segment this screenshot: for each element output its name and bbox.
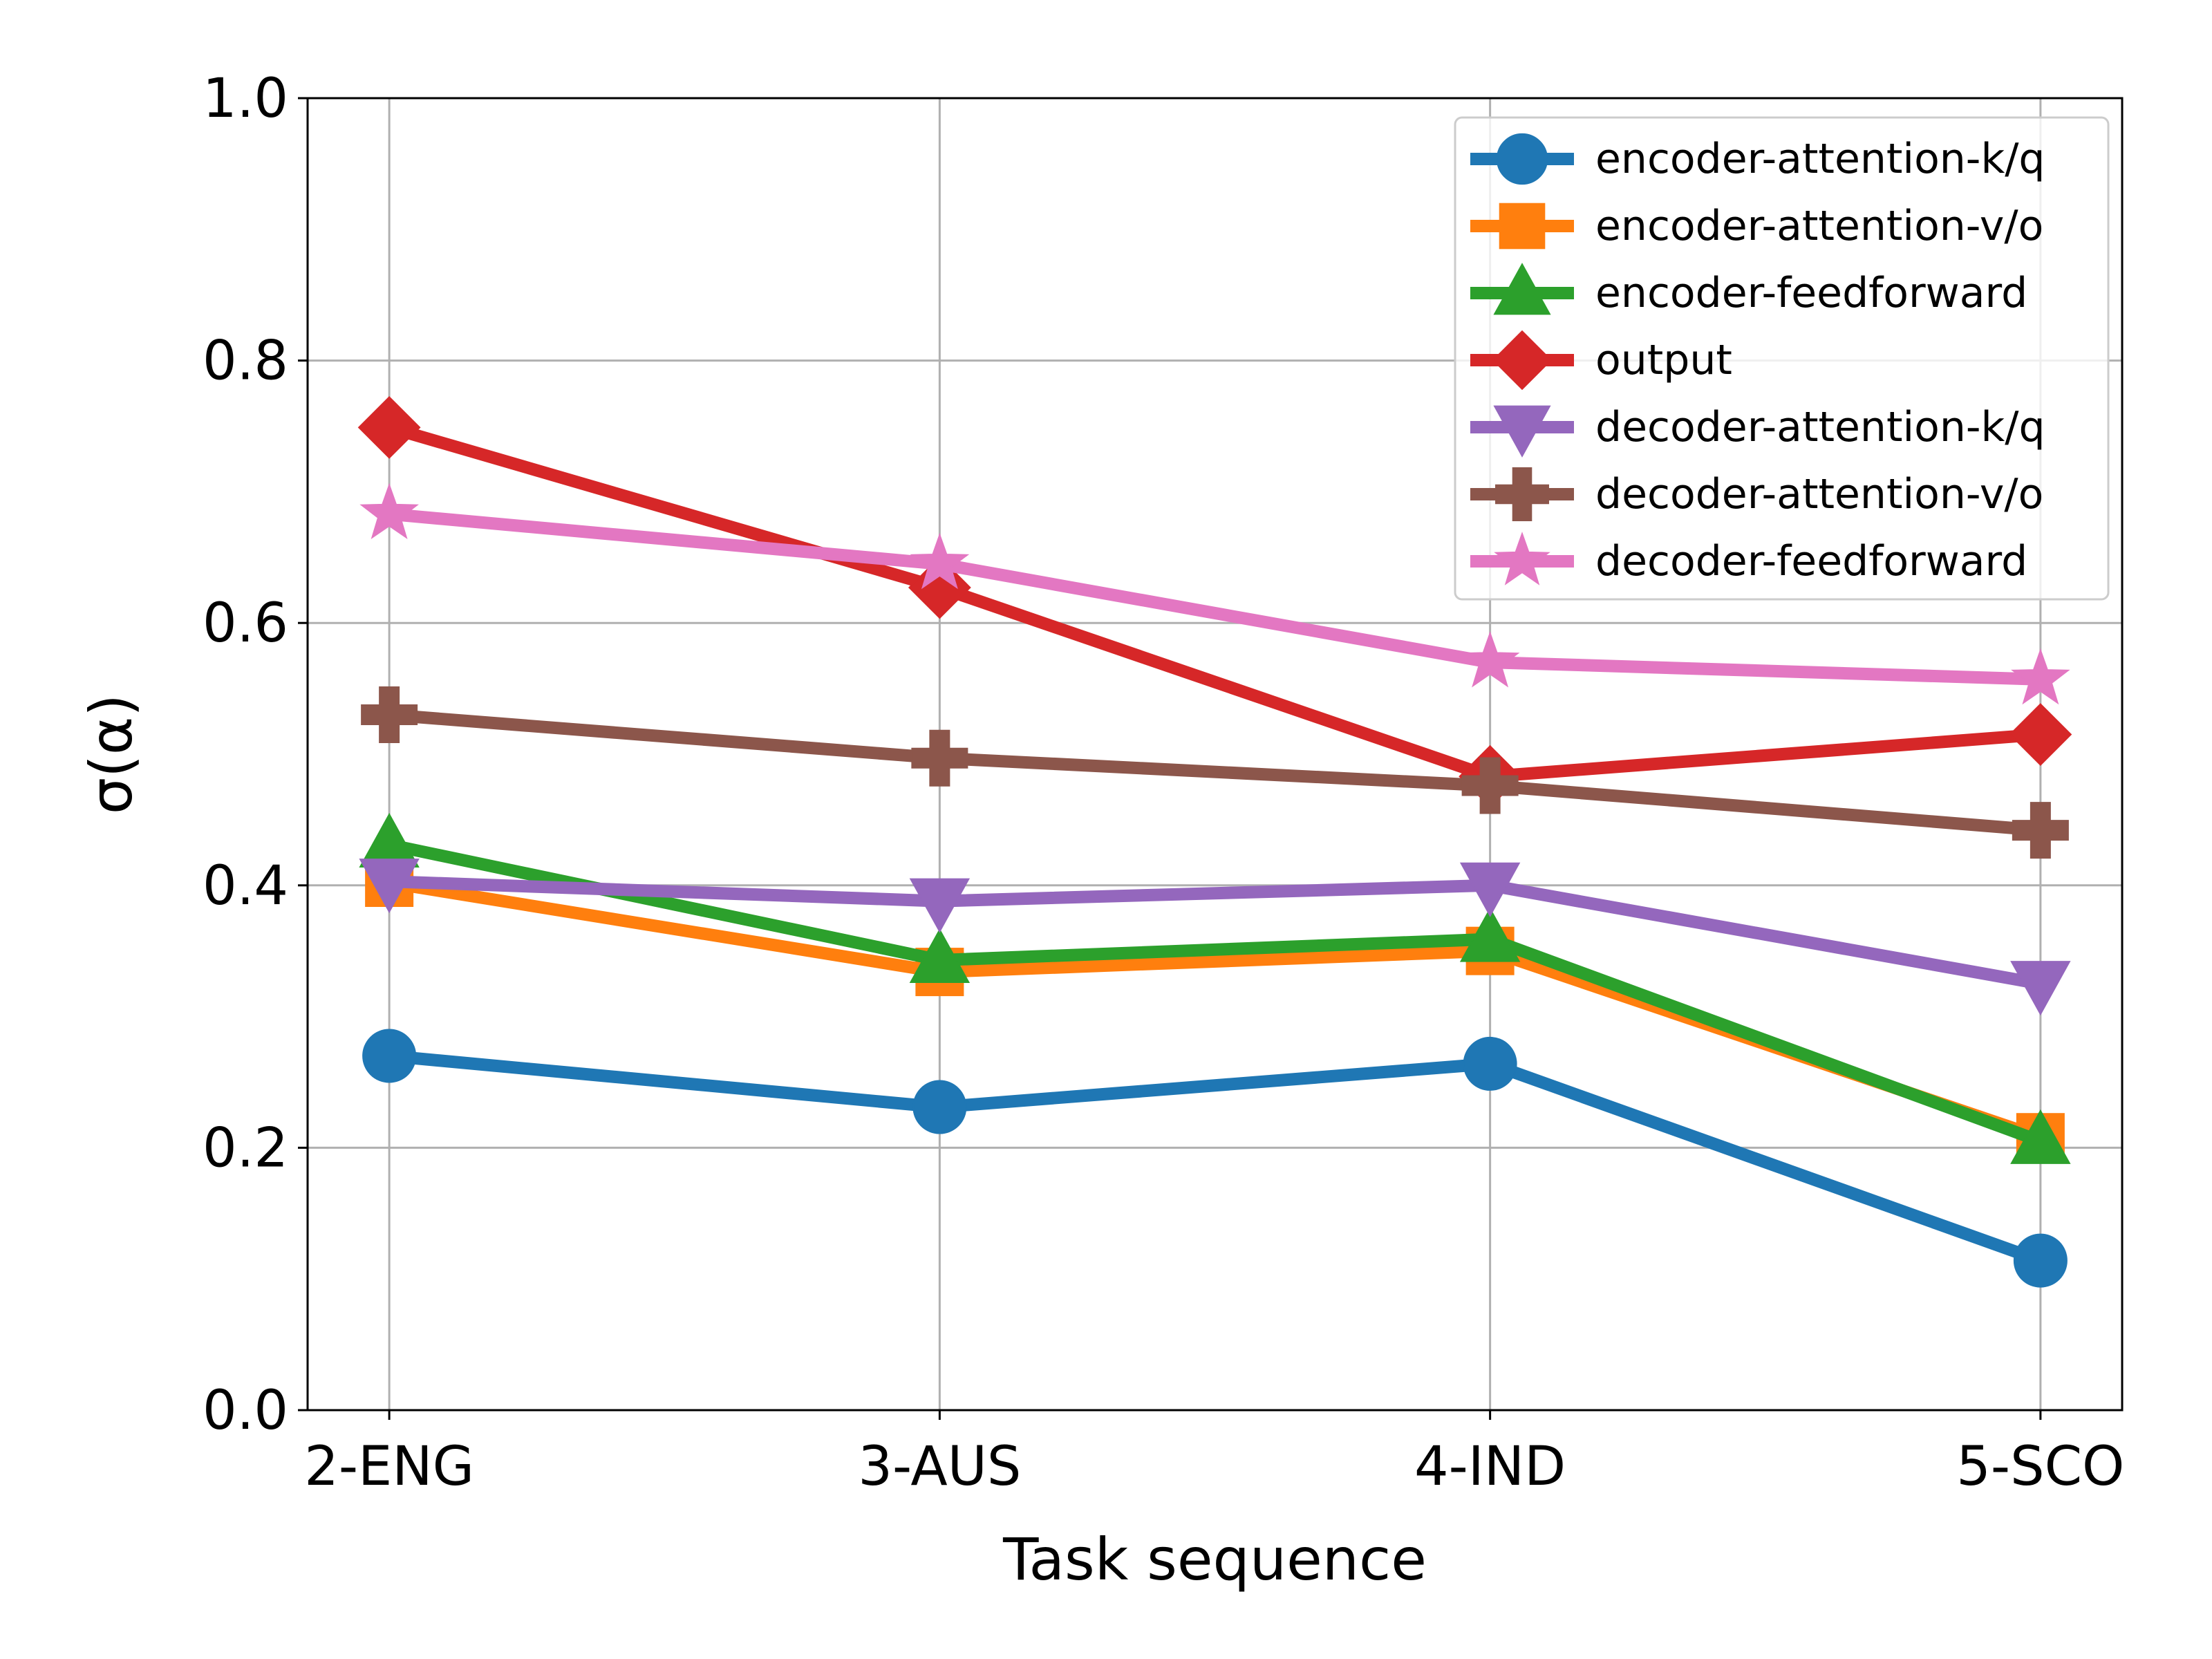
plot-frame bbox=[306, 97, 2124, 1412]
legend-marker bbox=[1493, 405, 1551, 458]
x-tick-label: 5-SCO bbox=[1956, 1436, 2124, 1498]
y-tick-label: 0.2 bbox=[203, 1117, 288, 1179]
series-layer bbox=[357, 395, 2072, 1288]
series-line bbox=[383, 1049, 2047, 1267]
y-tick-label: 0.6 bbox=[203, 592, 288, 655]
data-point bbox=[1459, 862, 1521, 917]
data-point bbox=[1459, 907, 1521, 962]
axes: 0.0 0.2 0.4 0.6 0.8 1.0 2-ENG 3-AUS 4-IND 5-SCO bbox=[203, 68, 2124, 1498]
data-point bbox=[2012, 802, 2069, 859]
data-point bbox=[361, 686, 418, 744]
legend: encoder-attention-k/q encoder-attention-v… bbox=[1454, 116, 2110, 601]
y-axis-title: σ(α) bbox=[77, 694, 145, 814]
legend-item: encoder-attention-v/o bbox=[1470, 202, 2043, 250]
data-point bbox=[910, 532, 970, 590]
data-point bbox=[2011, 648, 2070, 705]
series-line bbox=[383, 421, 2047, 783]
legend-marker bbox=[1499, 203, 1546, 250]
legend-label: decoder-attention-k/q bbox=[1595, 403, 2045, 451]
legend-marker bbox=[1492, 330, 1553, 391]
x-axis-title: Task sequence bbox=[1002, 1526, 1427, 1593]
data-point bbox=[1463, 1036, 1517, 1091]
y-tick-label: 0.4 bbox=[203, 855, 288, 917]
legend-marker bbox=[1494, 532, 1550, 585]
legend-item: encoder-attention-k/q bbox=[1470, 133, 2045, 185]
series-line bbox=[383, 875, 2047, 991]
legend-label: decoder-feedforward bbox=[1595, 537, 2027, 585]
legend-label: output bbox=[1595, 336, 1732, 384]
data-point bbox=[2010, 1109, 2071, 1164]
data-point bbox=[909, 928, 971, 983]
data-point bbox=[2013, 1233, 2068, 1288]
data-point bbox=[909, 878, 971, 933]
legend-item: output bbox=[1470, 330, 1732, 391]
legend-box bbox=[1454, 116, 2110, 601]
series-encoder-attention-k/q bbox=[362, 1029, 2068, 1288]
y-tick-label: 0.8 bbox=[203, 330, 288, 393]
series-decoder-attention-k/q bbox=[359, 859, 2071, 1016]
legend-label: encoder-attention-k/q bbox=[1595, 135, 2045, 183]
series-line bbox=[383, 507, 2047, 686]
legend-item: decoder-attention-k/q bbox=[1470, 403, 2045, 458]
data-point bbox=[359, 859, 420, 914]
y-tick-label: 0.0 bbox=[203, 1380, 288, 1442]
y-tick-label: 1.0 bbox=[203, 68, 288, 130]
series-decoder-attention-v/o bbox=[361, 686, 2069, 859]
legend-marker bbox=[1493, 263, 1551, 315]
data-point bbox=[2010, 961, 2071, 1016]
x-tick-label: 4-IND bbox=[1414, 1436, 1566, 1498]
data-point bbox=[1461, 757, 1519, 814]
series-line bbox=[383, 838, 2047, 1147]
legend-item: decoder-feedforward bbox=[1470, 532, 2027, 585]
x-tick-label: 2-ENG bbox=[304, 1436, 474, 1498]
x-tick-label: 3-AUS bbox=[858, 1436, 1021, 1498]
legend-marker bbox=[1496, 133, 1548, 185]
legend-marker bbox=[1495, 467, 1549, 521]
series-decoder-feedforward bbox=[359, 482, 2070, 705]
legend-label: encoder-feedforward bbox=[1595, 269, 2027, 317]
data-point bbox=[1460, 631, 1520, 688]
data-point bbox=[359, 482, 419, 540]
legend-label: encoder-attention-v/o bbox=[1595, 202, 2043, 250]
data-point bbox=[912, 1080, 967, 1134]
data-point bbox=[362, 1029, 417, 1083]
legend-item: encoder-feedforward bbox=[1470, 263, 2027, 317]
data-point bbox=[357, 395, 421, 459]
legend-item: decoder-attention-v/o bbox=[1470, 467, 2043, 521]
series-line bbox=[383, 709, 2047, 837]
legend-label: decoder-attention-v/o bbox=[1595, 470, 2043, 518]
data-point bbox=[2009, 703, 2072, 766]
data-point bbox=[911, 729, 968, 787]
